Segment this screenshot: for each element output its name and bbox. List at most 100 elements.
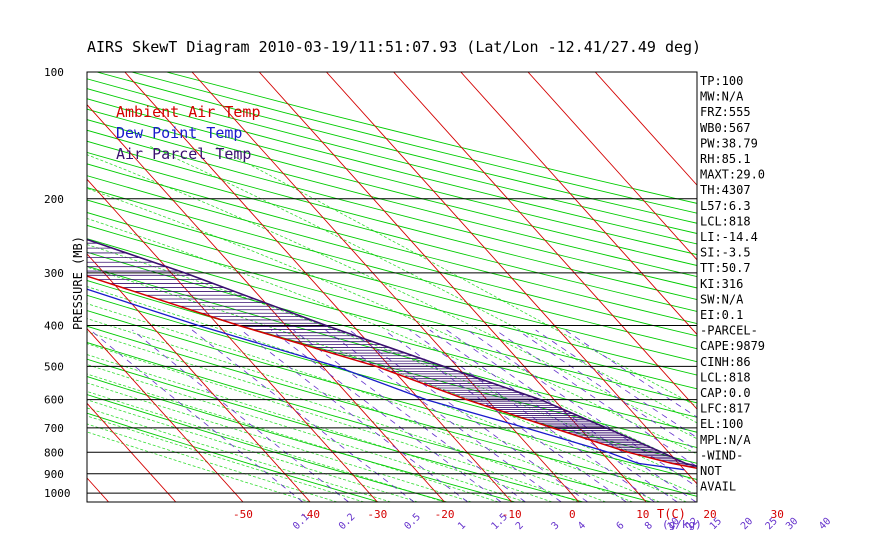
stat-line: FRZ:555 [700, 105, 751, 119]
stat-line: -WIND- [700, 448, 743, 462]
moist-adiabat-line [87, 423, 338, 502]
ambient-temp-profile-line [87, 275, 697, 470]
stat-line: LCL:818 [700, 370, 751, 384]
parcel-profile-line [87, 238, 697, 468]
stat-line: CAPE:9879 [700, 339, 765, 353]
chart-title: AIRS SkewT Diagram 2010-03-19/11:51:07.9… [87, 38, 701, 56]
mixing-ratio-lines [90, 329, 697, 502]
stat-line: LFC:817 [700, 402, 751, 416]
dry-adiabat-line [87, 140, 697, 301]
isotherms [0, 72, 697, 502]
mixing-ratio-line [240, 329, 469, 502]
bottom-temp-tick-label: -10 [502, 508, 522, 521]
dry-adiabat-line [87, 310, 697, 480]
pressure-axis: 100 200 300 400 500 600 700 800 900 1000 [44, 66, 71, 500]
dry-adiabat-line [87, 342, 652, 502]
stat-line: L57:6.3 [700, 199, 751, 213]
dry-adiabat-line [87, 325, 697, 497]
stat-line: CINH:86 [700, 355, 751, 369]
isotherm-line [87, 103, 445, 502]
moist-adiabat-line [214, 145, 697, 407]
mixing-ratio-line [325, 329, 562, 502]
moist-adiabat-line [87, 244, 697, 483]
dry-adiabat-line [87, 199, 697, 363]
legend-entry: Dew Point Temp [116, 124, 242, 142]
stat-line: KI:316 [700, 277, 743, 291]
mixing-ratio-tick-label: 30 [784, 516, 800, 532]
stat-line: SW:N/A [700, 292, 744, 306]
mixing-ratio-line [517, 329, 697, 452]
stat-line: TP:100 [700, 74, 743, 88]
isotherm-line [326, 72, 697, 485]
mixing-ratio-line [349, 329, 588, 502]
stat-line: AVAIL [700, 480, 736, 494]
isotherm-line [0, 72, 41, 502]
moist-adiabat-line [87, 382, 472, 502]
dry-adiabat-line [87, 358, 584, 502]
isotherm-line [87, 477, 109, 502]
pressure-tick-label: 900 [44, 468, 64, 481]
dry-adiabat-line [87, 224, 697, 390]
stat-line: MPL:N/A [700, 433, 751, 447]
bottom-temp-tick-label: -40 [300, 508, 320, 521]
mixing-ratio-line [409, 329, 655, 502]
stat-line: EL:100 [700, 417, 743, 431]
dry-adiabat-line [87, 129, 697, 289]
mixing-ratio-tick-label: 20 [739, 516, 755, 532]
isotherm-line [124, 72, 513, 502]
bottom-unit-label: T(C) [657, 507, 686, 521]
pressure-tick-label: 200 [44, 193, 64, 206]
moist-adiabat-line [87, 391, 445, 502]
stat-line: CAP:0.0 [700, 386, 751, 400]
mixing-ratio-line [446, 329, 697, 502]
legend: Ambient Air Temp Dew Point Temp Air Parcel… [116, 103, 261, 163]
pressure-tick-label: 600 [44, 394, 64, 407]
mixing-ratio-tick-label: 8 [643, 520, 655, 532]
mixing-ratio-line [535, 329, 697, 439]
dry-adiabat-line [87, 163, 697, 325]
mixing-ratio-line [495, 329, 697, 467]
stat-line: EI:0.1 [700, 308, 743, 322]
legend-entry: Air Parcel Temp [116, 145, 251, 163]
mixing-ratio-tick-label: 6 [615, 520, 627, 532]
mixing-ratio-line [429, 329, 678, 502]
dry-adiabat-line [166, 72, 697, 204]
stat-line: TH:4307 [700, 183, 751, 197]
bottom-temp-tick-label: -30 [367, 508, 387, 521]
mixing-ratio-tick-label: 2 [514, 520, 526, 532]
dry-adiabat-line [87, 119, 697, 278]
pressure-tick-label: 800 [44, 446, 64, 459]
moist-adiabat-line [87, 431, 311, 502]
pressure-tick-label: 700 [44, 422, 64, 435]
stat-line: LI:-14.4 [700, 230, 758, 244]
profiles [87, 238, 697, 471]
isotherm-line [87, 178, 378, 502]
isotherm-line [87, 402, 177, 502]
stat-line: RH:85.1 [700, 152, 751, 166]
dewpoint-profile-line [87, 288, 685, 471]
mixing-ratio-line [191, 329, 415, 502]
mixing-ratio-line [467, 329, 697, 488]
stat-line: MAXT:29.0 [700, 168, 765, 182]
isotherm-line [87, 253, 311, 502]
bottom-temp-tick-label: 10 [636, 508, 649, 521]
mixing-ratio-unit: (g/kg) [662, 518, 702, 531]
pressure-tick-label: 1000 [44, 487, 71, 500]
mixing-ratio-tick-label: 3 [550, 520, 562, 532]
dry-adiabat-line [87, 412, 380, 502]
stat-line: MW:N/A [700, 90, 744, 104]
dry-adiabat-line [87, 212, 697, 376]
isotherm-line [191, 72, 580, 502]
pressure-tick-label: 300 [44, 267, 64, 280]
mixing-ratio-line [383, 329, 627, 502]
dry-adiabat-line [87, 98, 697, 256]
mixing-ratio-tick-label: 4 [576, 520, 588, 532]
moist-adiabat-line [87, 318, 633, 502]
mixing-ratio-line [270, 329, 502, 502]
bottom-temperature-axis: -50 -40 -30 -20 -10 0 10 20 30 [233, 508, 784, 521]
stat-line: WB0:567 [700, 121, 751, 135]
mixing-ratio-tick-label: 0.2 [337, 512, 358, 533]
isotherm-line [594, 72, 697, 186]
cape-hatch-area [87, 242, 697, 469]
pressure-tick-label: 500 [44, 360, 64, 373]
